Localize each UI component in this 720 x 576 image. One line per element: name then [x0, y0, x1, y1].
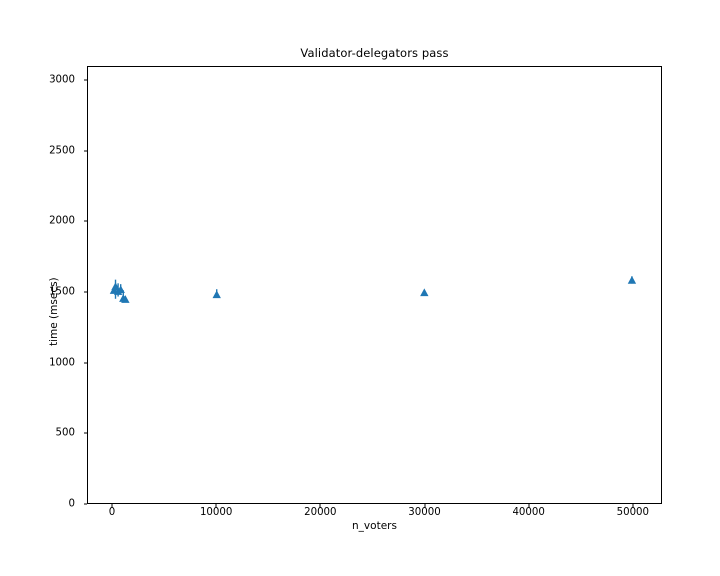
- data-point-marker: [420, 288, 429, 297]
- plot-surface: [109, 276, 637, 303]
- x-tick-mark: [319, 504, 321, 508]
- x-tick-mark: [215, 504, 217, 508]
- y-tick-label: 1000: [49, 357, 75, 369]
- data-series: [109, 276, 637, 303]
- plot-axes-frame: [87, 66, 662, 504]
- x-tick-label: 50000: [616, 507, 650, 518]
- x-tick-mark: [632, 504, 634, 508]
- x-tick-label: 10000: [199, 507, 233, 518]
- y-tick-label: 500: [55, 427, 75, 439]
- x-tick-mark: [111, 504, 113, 508]
- data-point-marker: [627, 276, 637, 284]
- x-tick-label: 40000: [512, 507, 545, 518]
- data-point-marker: [121, 295, 130, 303]
- x-tick-mark: [528, 504, 530, 508]
- y-tick-label: 0: [68, 498, 75, 510]
- data-point-marker: [212, 290, 221, 299]
- y-tick-mark: [83, 503, 87, 505]
- y-tick-mark: [83, 79, 87, 81]
- x-tick-label: 0: [108, 507, 116, 518]
- x-tick-label: 30000: [408, 507, 441, 518]
- y-tick-label: 1500: [49, 286, 75, 298]
- y-tick-mark: [83, 220, 87, 222]
- chart-title: Validator-delegators pass: [300, 46, 449, 60]
- y-tick-mark: [83, 362, 87, 364]
- y-tick-mark: [83, 291, 87, 293]
- y-tick-mark: [83, 150, 87, 152]
- y-tick-mark: [83, 432, 87, 434]
- x-tick-mark: [424, 504, 425, 508]
- x-axis-label: n_voters: [352, 520, 397, 532]
- x-tick-label: 20000: [304, 507, 337, 518]
- y-tick-label: 3000: [49, 74, 75, 86]
- y-tick-label: 2500: [49, 145, 75, 157]
- y-tick-label: 2000: [49, 215, 75, 227]
